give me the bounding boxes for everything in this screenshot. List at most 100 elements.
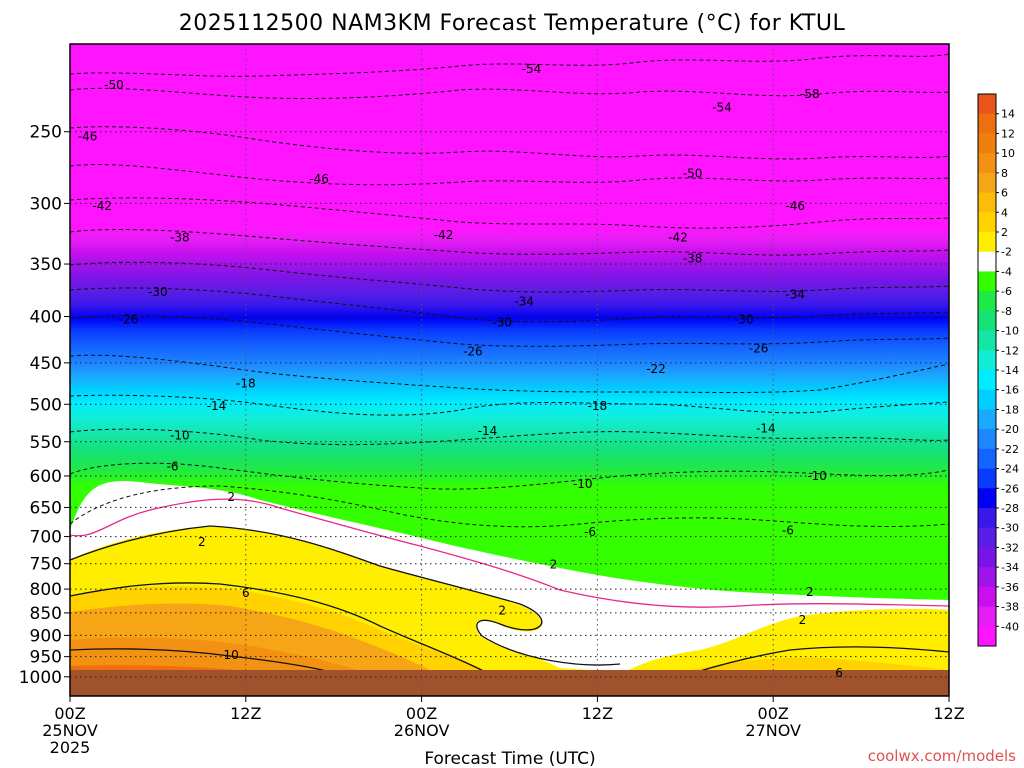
x-tick-label: 00Z: [758, 704, 789, 723]
y-tick-label: 1000: [19, 668, 62, 688]
contour-label: -10: [170, 428, 190, 442]
chart-title: 2025112500 NAM3KM Forecast Temperature (…: [179, 11, 846, 36]
isotherm-lines: [70, 53, 949, 528]
colorbar-label: -30: [1001, 522, 1019, 535]
contour-label: -38: [170, 230, 190, 244]
contour-label: -46: [309, 172, 329, 186]
contour-label: -14: [207, 399, 227, 413]
contour-label: -30: [734, 312, 754, 326]
colorbar-swatch: [978, 547, 996, 568]
colorbar-swatch: [978, 153, 996, 174]
colorbar-swatch: [978, 409, 996, 430]
colorbar-label: -40: [1001, 620, 1019, 633]
contour-label: -22: [646, 362, 666, 376]
contour-label: -42: [92, 199, 112, 213]
plot-frame: [69, 43, 950, 697]
plot-area: [70, 44, 949, 696]
ground-band: [70, 670, 949, 696]
contour-label: -26: [119, 312, 139, 326]
y-tick-label: 400: [30, 308, 62, 328]
contour-label: -34: [785, 287, 805, 301]
contour-label: -38: [683, 251, 703, 265]
colorbar: 14 12 10 8 6 4 2 -2 -4 -6 -8 -10 -12 -14 -16 -18 -20 -22 -…: [977, 93, 1019, 647]
freezing-contour: [70, 498, 949, 608]
contour-label: -46: [78, 129, 98, 143]
contour-label: 6: [242, 586, 250, 600]
contour-label: -42: [434, 228, 454, 242]
colorbar-label: -16: [1001, 384, 1019, 397]
colorbar-label: -6: [1001, 285, 1012, 298]
contour-label: -6: [782, 523, 794, 537]
colorbar-label: -8: [1001, 305, 1012, 318]
colorbar-swatch: [978, 527, 996, 548]
contour-label: 2: [198, 535, 206, 549]
y-tick-label: 750: [30, 555, 62, 575]
y-tick-label: 350: [30, 255, 62, 275]
contour-label: -54: [522, 62, 542, 76]
contour-label: 2: [799, 613, 807, 627]
y-tick-label: 950: [30, 648, 62, 668]
x-tick-label: 12Z: [582, 704, 613, 723]
colorbar-label: -32: [1001, 541, 1019, 554]
y-tick-label: 600: [30, 467, 62, 487]
contour-label: -18: [588, 399, 608, 413]
x-tick-label: 12Z: [933, 704, 964, 723]
colorbar-label: -34: [1001, 561, 1019, 574]
colorbar-swatch: [978, 488, 996, 509]
contour-label: -42: [668, 230, 688, 244]
colorbar-swatch: [978, 310, 996, 332]
colorbar-label: 2: [1001, 226, 1008, 239]
colorbar-label: -22: [1001, 443, 1019, 456]
warm-isotherm-lines: [70, 525, 949, 695]
colorbar-label: 12: [1001, 127, 1015, 140]
contour-label: -10: [573, 477, 593, 491]
contour-label: -30: [492, 315, 512, 329]
colorbar-swatch: [978, 94, 996, 115]
colorbar-swatch: [978, 586, 996, 608]
colorbar-label: 6: [1001, 187, 1008, 200]
y-tick-label: 550: [30, 433, 62, 453]
x-tick-label: 00Z: [406, 704, 437, 723]
colorbar-swatch: [978, 468, 996, 489]
colorbar-label: 14: [1001, 108, 1015, 121]
contour-label: 2: [550, 558, 558, 572]
contour-label: -26: [463, 344, 483, 358]
colorbar-swatch: [978, 370, 996, 391]
colorbar-label: -2: [1001, 246, 1012, 259]
contour-label: -34: [514, 295, 534, 309]
colorbar-swatch: [978, 330, 996, 351]
colorbar-swatch: [978, 389, 996, 410]
colorbar-label: -10: [1001, 325, 1019, 338]
colorbar-swatch: [978, 113, 996, 134]
colorbar-swatch: [978, 448, 996, 470]
contour-label: 6: [835, 666, 843, 680]
contour-label: -14: [756, 422, 776, 436]
y-tick-label: 250: [30, 123, 62, 143]
colorbar-swatch: [978, 567, 996, 588]
contour-label: 10: [224, 648, 239, 662]
colorbar-swatch: [978, 133, 996, 154]
colorbar-swatch: [978, 606, 996, 627]
contour-label: -6: [167, 460, 179, 474]
colorbar-swatch: [978, 429, 996, 450]
colorbar-label: -12: [1001, 344, 1019, 357]
colorbar-label: -26: [1001, 482, 1019, 495]
contour-label: 2: [227, 490, 235, 504]
colorbar-swatch: [978, 251, 996, 272]
colorbar-swatch: [978, 212, 996, 233]
x-tick-date: 27NOV: [745, 721, 801, 740]
colorbar-label: -18: [1001, 403, 1019, 416]
colorbar-label: -14: [1001, 364, 1019, 377]
colorbar-swatch: [978, 508, 996, 529]
colorbar-swatch: [978, 350, 996, 371]
x-tick-label: 12Z: [230, 704, 261, 723]
colorbar-swatch: [978, 172, 996, 194]
grid-lines: [70, 44, 949, 696]
contour-labels: -50 -54 -58 -54 -46 -46 -50 -46 -42 -42 -42 -38 -38 -…: [78, 62, 843, 680]
x-tick-date: 26NOV: [394, 721, 450, 740]
contour-label: -46: [785, 199, 805, 213]
x-tick-year: 2025: [50, 738, 91, 757]
y-tick-label: 850: [30, 604, 62, 624]
contour-label: -50: [683, 166, 703, 180]
